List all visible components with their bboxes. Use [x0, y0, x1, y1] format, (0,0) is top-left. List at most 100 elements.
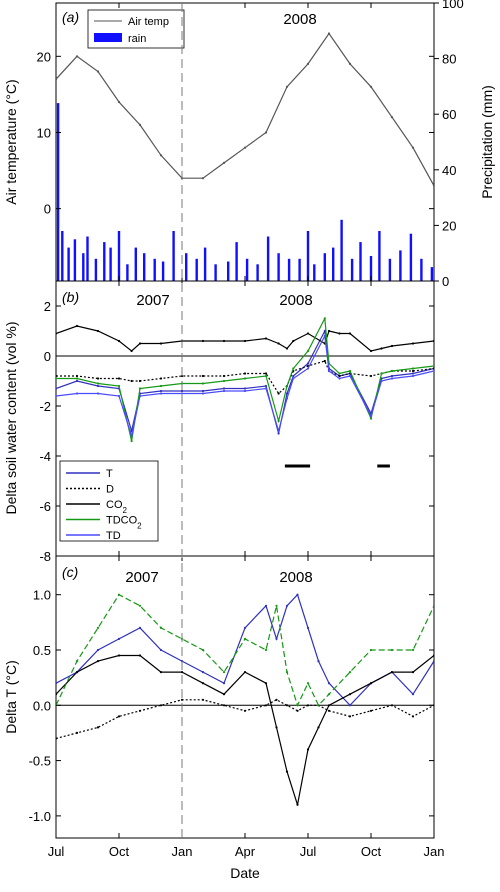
series-co2-line-point — [277, 342, 280, 345]
series-co2-line-point — [159, 671, 163, 674]
series-co2-line-point — [411, 342, 415, 345]
series-d-line-point — [75, 731, 79, 735]
rain-bar — [203, 247, 207, 281]
series-co2-line-point — [243, 671, 247, 674]
series-td-line-point — [277, 429, 280, 433]
series-co2-line-point — [138, 654, 142, 657]
air-temp-line — [56, 32, 434, 187]
series-co2-line-point — [411, 671, 415, 674]
series-tdco2-line-point — [117, 384, 121, 388]
series-co2-line-point — [369, 349, 373, 353]
series-d-line-point — [56, 737, 58, 740]
series-d-line-point — [348, 715, 352, 718]
series-t-line-point — [180, 389, 184, 393]
series-t-line-point — [75, 379, 79, 383]
rain-bar — [266, 236, 270, 281]
series-co2-line-point — [201, 339, 205, 343]
air-temp-line-point — [201, 177, 205, 180]
series-co2-line-point — [432, 654, 434, 657]
rain-bar — [256, 264, 259, 281]
series-td-line-point — [56, 394, 58, 398]
series-t-line-point — [243, 626, 247, 630]
x-tick-label: Jan — [424, 844, 445, 859]
rain-bar — [235, 242, 238, 281]
series-co2-line-point — [390, 344, 394, 348]
panel-c-y-axis-label: Delta T (°C) — [3, 660, 19, 734]
rain-bar — [359, 242, 362, 281]
series-td-line-point — [264, 387, 268, 390]
series-co2-line-point — [75, 324, 79, 328]
rain-bar — [378, 231, 381, 281]
rain-bar — [350, 258, 354, 281]
series-d-line-point — [117, 715, 121, 718]
series-td-line-point — [292, 377, 295, 380]
series-d-line-point — [138, 379, 142, 383]
series-t-line-point — [306, 626, 310, 630]
air-temp-line-point — [75, 55, 79, 58]
series-tdco2-line-point — [348, 671, 352, 674]
series-tdco2-line-point — [201, 382, 205, 385]
series-td-line-point — [130, 434, 133, 438]
series-d-line-point — [369, 374, 373, 378]
series-co2-line-point — [117, 339, 121, 343]
series-t-line-point — [56, 387, 58, 390]
y-tick-label: 0 — [44, 202, 51, 217]
series-co2-line — [56, 654, 434, 805]
x-tick-label: Jan — [172, 844, 193, 859]
series-co2-line-point — [117, 654, 121, 657]
series-t-line-point — [201, 671, 205, 674]
series-co2-line-point — [327, 704, 331, 707]
series-tdco2-line-point — [338, 372, 341, 375]
series-d-line-point — [327, 709, 331, 712]
series-d-line-point — [243, 709, 247, 712]
series-t-line-point — [264, 604, 268, 607]
series-co2-line-point — [306, 332, 310, 335]
series-d-line-point — [411, 715, 415, 718]
panel-b-series-lines — [56, 316, 434, 443]
series-tdco2-line-point — [296, 704, 299, 707]
series-tdco2-line-point — [222, 671, 226, 674]
series-d-line-point — [222, 374, 226, 378]
rain-bar — [323, 253, 326, 281]
y-tick-label: -1.0 — [29, 809, 51, 824]
series-tdco2-line-point — [306, 682, 310, 685]
series-td-line-point — [369, 414, 373, 418]
series-d-line-point — [117, 377, 121, 380]
air-temp-lines — [56, 32, 434, 187]
rain-bar — [287, 258, 291, 281]
series-d-line-point — [180, 698, 184, 701]
series-td-line-point — [327, 369, 331, 373]
series-t-line-point — [390, 374, 394, 378]
series-t-line-point — [222, 682, 226, 685]
series-t-line-point — [348, 704, 352, 707]
series-td-line-point — [243, 389, 247, 393]
series-t-line-point — [327, 682, 331, 685]
series-co2-line-point — [348, 693, 352, 696]
series-d-line-point — [323, 359, 326, 363]
series-t-line-point — [159, 389, 163, 393]
series-d-line-point — [296, 709, 299, 712]
rain-bar — [134, 247, 137, 281]
y2-tick-label: 20 — [442, 218, 456, 233]
rain-bar — [430, 267, 434, 281]
air-temp-line-point — [264, 131, 268, 134]
series-co2-line-point — [275, 726, 278, 729]
x-tick-label: Jul — [300, 844, 317, 859]
series-t-line-point — [285, 392, 289, 395]
series-co2-line-point — [264, 682, 268, 685]
series-co2-line-point — [296, 803, 299, 806]
series-tdco2-line-point — [411, 367, 415, 370]
y-tick-label: 0 — [44, 349, 51, 364]
air-temp-line-point — [138, 123, 142, 126]
legend-label-td: TD — [106, 530, 121, 542]
panel-a-year-label: 2008 — [283, 11, 316, 28]
series-d-line-point — [159, 704, 163, 707]
series-co2-line-point — [306, 748, 310, 751]
rain-bar — [369, 256, 373, 281]
series-td-line-point — [75, 392, 79, 395]
rain-bar — [126, 264, 129, 281]
series-tdco2-line-point — [292, 367, 295, 370]
air-temp-line-point — [432, 184, 434, 187]
rain-bar — [409, 233, 413, 281]
series-d-line-point — [222, 704, 226, 707]
